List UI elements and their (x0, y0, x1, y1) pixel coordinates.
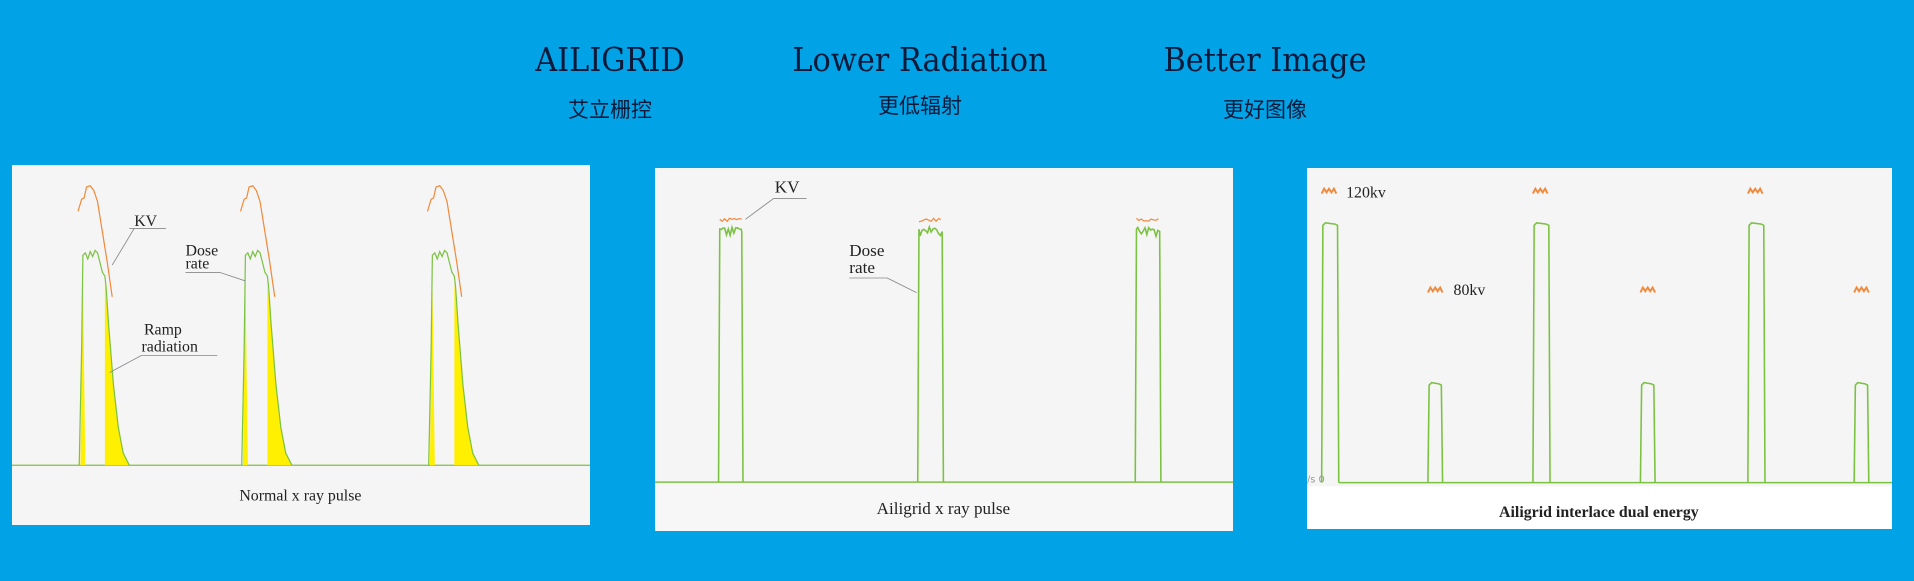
dose-rate-pulse (719, 227, 743, 482)
dose-rate-pulse (1428, 383, 1443, 483)
kv-marker (1854, 288, 1869, 293)
dose-rate-pulse (1533, 223, 1550, 483)
dose-leader (186, 272, 246, 281)
kv-line (919, 218, 941, 221)
high-kv-label: 120kv (1346, 184, 1386, 201)
chart-caption: Normal x ray pulse (239, 488, 361, 505)
header-lower-radiation: Lower Radiation 更低辐射 (760, 40, 1080, 120)
ramp-fill-fall (454, 282, 478, 465)
dual-energy-plot: /s 0 120kv 80kv Ailigrid interlace dual … (1307, 168, 1892, 529)
dose-rate-pulse (1748, 223, 1765, 483)
kv-marker (1533, 189, 1548, 194)
kv-leader (745, 199, 806, 220)
dose-leader (849, 278, 916, 293)
dose-rate-line (79, 250, 129, 465)
ailigrid-pulse-plot: KV Dose rate Ailigrid x ray pulse (655, 168, 1233, 531)
kv-marker (1640, 288, 1655, 293)
ramp-label-line1: Ramp (144, 322, 182, 339)
dose-label-line2: rate (849, 258, 875, 277)
kv-line (1136, 218, 1158, 221)
kv-line (720, 218, 742, 221)
dose-rate-line (242, 250, 292, 465)
ramp-fill-fall (267, 282, 291, 465)
ramp-fill-fall (105, 282, 129, 465)
kv-marker (1428, 288, 1443, 293)
header-ailigrid: AILIGRID 艾立栅控 (510, 40, 710, 124)
dose-rate-line (429, 250, 479, 465)
header-subtitle: 艾立栅控 (510, 94, 710, 124)
dose-label-line2: rate (186, 256, 210, 273)
normal-pulse-plot: KV Dose rate Ramp radiation Normal x ray… (12, 165, 590, 525)
kv-marker (1748, 189, 1763, 194)
dose-rate-pulse (1135, 227, 1161, 482)
header-title: Lower Radiation (773, 40, 1067, 80)
header-subtitle: 更低辐射 (760, 90, 1080, 120)
kv-marker (1322, 189, 1337, 194)
normal-pulse-chart: KV Dose rate Ramp radiation Normal x ray… (12, 165, 590, 525)
header-title: Better Image (1132, 40, 1399, 80)
kv-leader-tick (112, 228, 134, 265)
dose-rate-pulse (1322, 223, 1339, 483)
low-kv-label: 80kv (1454, 282, 1486, 299)
kv-label: KV (775, 177, 800, 196)
kv-label: KV (134, 213, 157, 230)
dual-energy-chart: /s 0 120kv 80kv Ailigrid interlace dual … (1307, 168, 1892, 529)
dose-rate-pulse (918, 227, 944, 482)
ailigrid-pulse-chart: KV Dose rate Ailigrid x ray pulse (655, 168, 1233, 531)
ramp-leader-tick (110, 355, 142, 372)
chart-caption: Ailigrid interlace dual energy (1499, 504, 1699, 521)
header-better-image: Better Image 更好图像 (1120, 40, 1410, 124)
chart-caption: Ailigrid x ray pulse (877, 499, 1010, 518)
header-subtitle: 更好图像 (1120, 94, 1410, 124)
dose-rate-pulse (1854, 383, 1869, 483)
header-title: AILIGRID (518, 40, 702, 80)
dose-rate-pulse (1640, 383, 1655, 483)
ramp-label-line2: radiation (142, 339, 198, 356)
